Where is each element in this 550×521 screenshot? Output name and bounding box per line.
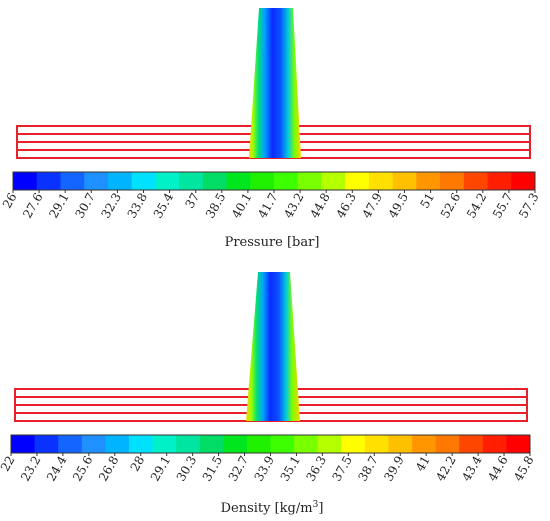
colorbar-tick-label: 22	[0, 454, 18, 474]
colorbar-swatch	[13, 172, 38, 190]
colorbar-swatch	[155, 172, 180, 190]
colorbar-swatch	[416, 172, 441, 190]
colorbar-swatch	[58, 435, 83, 453]
colorbar-swatch	[345, 172, 370, 190]
colorbar-tick-label: 23.2	[18, 454, 43, 484]
colorbar-swatch	[317, 435, 342, 453]
colorbar-tick-label: 44.6	[485, 454, 510, 484]
colorbar-swatch	[81, 435, 106, 453]
density-colorbar-label: Density [kg/m3]	[221, 500, 324, 516]
colorbar-tick-label: 31.5	[200, 454, 225, 484]
colorbar-tick-label: 30.3	[174, 454, 199, 484]
colorbar-tick-label: 44.8	[307, 191, 332, 221]
colorbar-tick-label: 35.1	[278, 454, 303, 484]
colorbar-swatch	[179, 172, 204, 190]
pressure-field-plot: 26 27.6 29.1 30.7 32.3 33.8 35.4 37 38.5 40.1 41.7…	[0, 8, 542, 250]
colorbar-tick-label: 32.3	[99, 191, 124, 221]
colorbar-tick-label: 57.3	[516, 191, 541, 221]
colorbar-tick-label: 25.6	[70, 454, 95, 484]
colorbar-tick-label: 51	[417, 191, 437, 211]
colorbar-swatch	[107, 172, 133, 190]
colorbar-swatch	[435, 435, 460, 453]
colorbar-swatch	[412, 435, 437, 453]
colorbar-swatch	[105, 435, 130, 453]
colorbar-swatch	[131, 172, 156, 190]
colorbar-swatch	[392, 172, 417, 190]
colorbar-tick-label: 55.7	[490, 191, 515, 221]
colorbar-tick-label: 39.9	[381, 454, 406, 484]
colorbar-swatch	[128, 435, 153, 453]
colorbar-tick-label: 30.7	[72, 191, 97, 221]
colorbar-tick-label: 33.9	[252, 454, 277, 484]
colorbar-swatch	[294, 435, 319, 453]
colorbar-tick-label: 49.5	[386, 191, 411, 221]
colorbar-tick-label: 41	[413, 454, 433, 474]
pressure-colorbar: 26 27.6 29.1 30.7 32.3 33.8 35.4 37 38.5 40.1 41.7…	[0, 171, 542, 221]
colorbar-tick-label: 38.5	[203, 191, 228, 221]
colorbar-tick-label: 28	[128, 454, 148, 474]
density-colorbar: 22 23.2 24.4 25.6 26.8 28 29.1 30.3 31.5 32.7 33.9…	[0, 434, 537, 484]
colorbar-tick-label: 52.6	[438, 191, 463, 221]
colorbar-swatch	[388, 435, 413, 453]
colorbar-swatch	[440, 172, 465, 190]
density-nozzle-contour	[246, 272, 300, 421]
colorbar-swatch	[341, 435, 366, 453]
colorbar-swatch	[487, 172, 512, 190]
colorbar-swatch	[36, 172, 61, 190]
colorbar-swatch	[506, 435, 531, 453]
colorbar-tick-label: 26.8	[96, 454, 121, 484]
colorbar-tick-label: 40.1	[229, 191, 254, 221]
colorbar-tick-label: 38.7	[355, 454, 380, 484]
colorbar-swatch	[482, 435, 507, 453]
colorbar-swatch	[226, 172, 251, 190]
colorbar-swatch	[463, 172, 488, 190]
colorbar-swatch	[152, 435, 177, 453]
colorbar-tick-label: 27.6	[20, 191, 45, 221]
colorbar-swatch	[60, 172, 85, 190]
colorbar-tick-label: 33.8	[125, 191, 150, 221]
pressure-colorbar-label: Pressure [bar]	[225, 235, 320, 250]
colorbar-tick-label: 54.2	[464, 191, 489, 221]
colorbar-swatch	[297, 172, 322, 190]
colorbar-tick-label: 46.3	[333, 191, 358, 221]
colorbar-swatch	[368, 172, 394, 190]
colorbar-swatch	[11, 435, 35, 453]
colorbar-swatch	[84, 172, 109, 190]
colorbar-swatch	[223, 435, 248, 453]
colorbar-tick-label: 43.4	[459, 453, 485, 483]
colorbar-swatch	[511, 172, 536, 190]
colorbar-swatch	[270, 435, 295, 453]
colorbar-swatch	[321, 172, 346, 190]
colorbar-tick-label: 47.9	[360, 191, 385, 221]
colorbar-tick-label: 43.2	[281, 191, 306, 221]
colorbar-tick-label: 29.1	[148, 454, 173, 484]
colorbar-tick-label: 29.1	[46, 191, 71, 221]
colorbar-tick-label: 35.4	[151, 190, 177, 220]
colorbar-swatch	[202, 172, 227, 190]
colorbar-swatch	[364, 435, 389, 453]
colorbar-swatch	[199, 435, 224, 453]
colorbar-tick-label: 26	[0, 191, 20, 211]
colorbar-swatch	[246, 435, 271, 453]
colorbar-tick-label: 45.8	[511, 454, 536, 484]
colorbar-tick-label: 37.5	[329, 454, 354, 484]
colorbar-swatch	[459, 435, 484, 453]
pressure-nozzle-contour	[249, 8, 301, 158]
colorbar-swatch	[176, 435, 201, 453]
density-field-plot: 22 23.2 24.4 25.6 26.8 28 29.1 30.3 31.5 32.7 33.9…	[0, 272, 537, 516]
colorbar-swatch	[34, 435, 59, 453]
colorbar-swatch	[274, 172, 299, 190]
colorbar-swatch	[250, 172, 275, 190]
colorbar-tick-label: 32.7	[226, 454, 251, 484]
colorbar-tick-label: 37	[183, 191, 203, 211]
colorbar-tick-label: 41.7	[255, 191, 280, 221]
colorbar-tick-label: 42.2	[433, 454, 458, 484]
colorbar-tick-label: 36.3	[304, 454, 329, 484]
colorbar-tick-label: 24.4	[44, 453, 70, 483]
